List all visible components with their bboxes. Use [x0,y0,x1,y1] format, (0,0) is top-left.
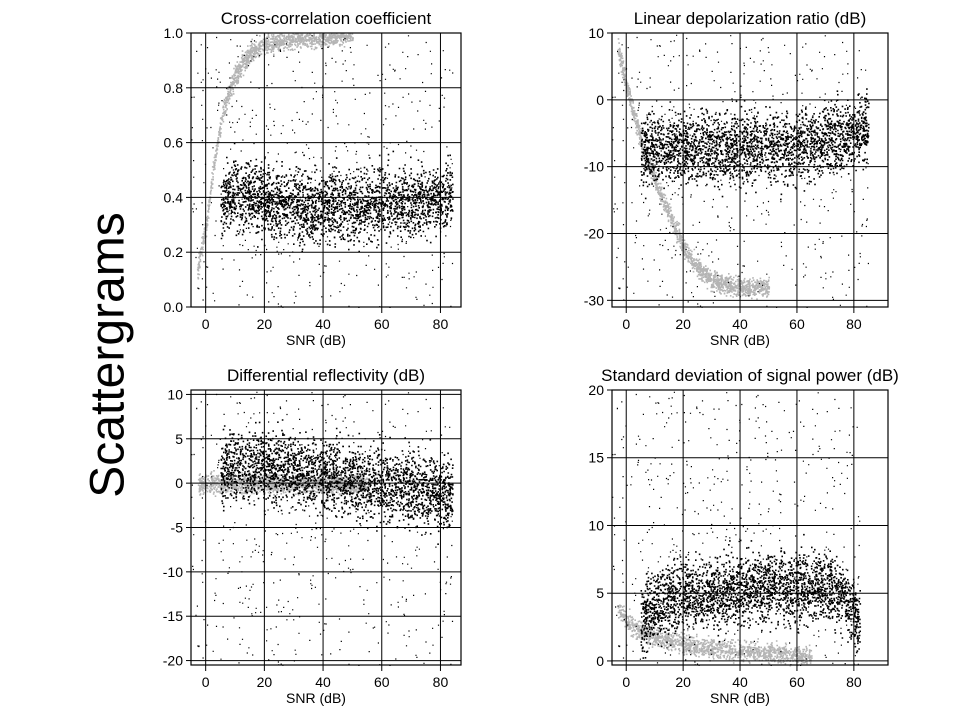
y-tick-label: -10 [584,159,604,175]
x-axis-label: SNR (dB) [710,690,770,706]
x-tick-label: 0 [202,674,210,690]
y-tick-label: 5 [175,431,183,447]
x-tick-label: 0 [622,316,630,332]
y-tick-label: 0.0 [164,299,184,315]
y-tick-label: 0 [175,475,183,491]
x-tick-label: 40 [732,674,748,690]
y-tick-label: 0.2 [164,244,184,260]
x-tick-label: 40 [732,316,748,332]
y-tick-label: -30 [584,292,604,308]
x-tick-label: 60 [789,316,805,332]
x-axis-label: SNR (dB) [286,332,346,348]
series-dense-points [612,391,862,666]
x-tick-label: 80 [846,674,862,690]
chart-title: Cross-correlation coefficient [221,9,432,28]
series-gray-marks [617,38,771,300]
y-tick-label: -20 [584,225,604,241]
series-dense-points [191,391,454,666]
series-gray-points [196,33,354,280]
plot-frame [611,389,889,666]
x-tick-label: 40 [315,316,331,332]
series-dense-marks [220,419,454,545]
x-axis-label: SNR (dB) [710,332,770,348]
plot-frame [190,32,462,308]
y-tick-label: -5 [171,520,184,536]
series-dense-points [612,34,870,308]
chart-panel-3: Differential reflectivity (dB) 0 20 40 60 80 -… [163,366,462,706]
y-tick-label: 0 [596,653,604,669]
y-tick-label: -10 [163,564,183,580]
x-tick-label: 0 [202,316,210,332]
chart-title: Linear depolarization ratio (dB) [634,9,866,28]
series-gray-marks [196,33,354,280]
chart-panel-4: Standard deviation of signal power (dB) 0… [588,366,898,706]
series-gray-points [617,38,771,300]
plot-frame [611,32,889,308]
y-tick-label: 10 [588,517,604,533]
x-tick-label: 80 [433,674,449,690]
x-tick-label: 60 [374,674,390,690]
x-tick-label: 60 [374,316,390,332]
y-tick-label: 1.0 [164,25,184,41]
y-tick-label: 10 [167,386,183,402]
chart-title: Differential reflectivity (dB) [227,366,425,385]
x-tick-label: 20 [675,674,691,690]
y-tick-label: 10 [588,25,604,41]
y-tick-label: 0 [596,92,604,108]
outlier-points [191,34,454,308]
x-tick-label: 20 [257,674,273,690]
x-tick-label: 40 [315,674,331,690]
y-tick-label: 20 [588,382,604,398]
x-tick-label: 20 [257,316,273,332]
outlier-points [191,391,454,666]
series-dense-marks [640,533,862,659]
x-tick-label: 80 [433,316,449,332]
chart-title: Standard deviation of signal power (dB) [601,366,899,385]
series-gray-marks [617,604,813,667]
y-tick-label: -20 [163,653,183,669]
y-tick-label: 0.4 [164,189,184,205]
x-axis-label: SNR (dB) [286,690,346,706]
x-tick-label: 80 [846,316,862,332]
x-tick-label: 20 [675,316,691,332]
x-tick-label: 0 [622,674,630,690]
series-dense-marks [220,142,454,253]
chart-panel-2: Linear depolarization ratio (dB) 0 20 40 60 8… [584,9,889,348]
y-tick-label: 5 [596,585,604,601]
y-tick-label: -15 [163,608,183,624]
chart-panel-1: Cross-correlation coefficient 0 20 40 60 80 0.… [164,9,462,348]
y-tick-label: 15 [588,450,604,466]
series-dense-marks [640,88,870,201]
y-tick-label: 0.8 [164,80,184,96]
y-tick-label: 0.6 [164,135,184,151]
x-tick-label: 60 [789,674,805,690]
series-dense-points [191,34,454,308]
series-gray-points [617,604,813,667]
